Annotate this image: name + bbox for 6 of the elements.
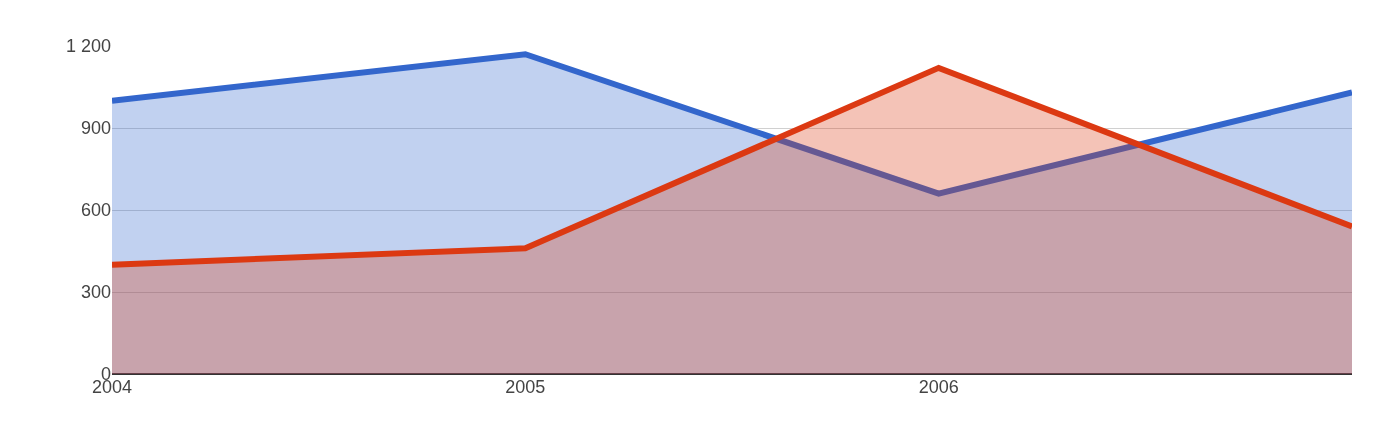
y-tick-label: 1 200 bbox=[65, 36, 111, 57]
x-tick-label: 2005 bbox=[505, 377, 546, 397]
y-tick-label: 900 bbox=[80, 118, 111, 139]
x-tick-label: 2006 bbox=[918, 377, 959, 397]
y-tick-label: 300 bbox=[80, 282, 111, 303]
y-tick-label: 600 bbox=[80, 200, 111, 221]
